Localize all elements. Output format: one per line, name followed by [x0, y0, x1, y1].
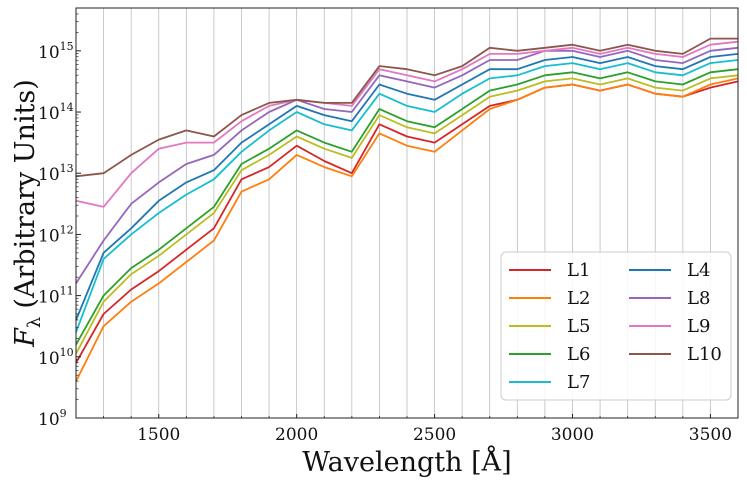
y-tick-label: 1014 — [38, 101, 74, 124]
legend-label: L7 — [567, 372, 590, 393]
series-line-l7 — [75, 59, 739, 333]
legend-label: L4 — [687, 260, 710, 281]
x-tick-label: 3500 — [689, 425, 732, 445]
x-axis-label: Wavelength [Å] — [302, 445, 511, 478]
legend-label: L2 — [567, 288, 590, 309]
series-line-l6 — [75, 68, 739, 346]
y-tick-base: 10 — [38, 288, 60, 308]
y-tick-exponent: 10 — [60, 346, 74, 359]
y-tick-base: 10 — [38, 104, 60, 124]
x-tick-label: 2000 — [275, 425, 318, 445]
series-line-l2 — [75, 77, 739, 382]
y-tick-base: 10 — [38, 165, 60, 185]
legend-box — [500, 251, 732, 401]
y-tick-exponent: 9 — [60, 407, 67, 420]
y-tick-label: 1010 — [38, 346, 74, 369]
legend-label: L10 — [687, 344, 722, 365]
y-tick-exponent: 11 — [60, 285, 74, 298]
series-line-l9 — [75, 40, 739, 208]
legend-label: L9 — [687, 316, 710, 337]
y-tick-base: 10 — [38, 410, 60, 430]
series-line-l8 — [75, 46, 739, 284]
y-tick-exponent: 12 — [60, 223, 74, 236]
y-tick-label: 1015 — [38, 40, 74, 63]
y-tick-exponent: 15 — [60, 40, 74, 53]
y-axis-label-symbol: F — [10, 327, 41, 348]
legend: L1 L2 L5 L6 L7 L4 L8 L9 L10 — [500, 251, 732, 401]
x-tick-label: 2500 — [413, 425, 456, 445]
y-tick-exponent: 14 — [60, 101, 74, 114]
series-line-l10 — [75, 37, 738, 178]
x-axis-ticks: 1500 2000 2500 3000 3500 — [103, 414, 732, 445]
legend-label: L6 — [567, 344, 590, 365]
series-line-l5 — [75, 74, 739, 355]
series-lines — [75, 37, 739, 382]
y-tick-exponent: 13 — [60, 162, 74, 175]
y-tick-label: 1011 — [38, 285, 74, 308]
y-axis-label-subscript: λ — [24, 317, 45, 328]
y-tick-base: 10 — [38, 226, 60, 246]
legend-label: L5 — [567, 316, 590, 337]
y-tick-label: 109 — [38, 407, 67, 430]
series-line-l4 — [75, 53, 739, 321]
legend-label: L8 — [687, 288, 710, 309]
y-axis-label: Fλ (Arbitrary Units) — [10, 79, 45, 348]
x-tick-label: 1500 — [137, 425, 180, 445]
y-tick-base: 10 — [38, 43, 60, 63]
y-tick-label: 1012 — [38, 223, 74, 246]
y-tick-label: 1013 — [38, 162, 74, 185]
y-tick-base: 10 — [38, 349, 60, 369]
legend-label: L1 — [567, 260, 590, 281]
x-tick-label: 3000 — [551, 425, 594, 445]
y-axis-label-text: (Arbitrary Units) — [10, 79, 41, 308]
